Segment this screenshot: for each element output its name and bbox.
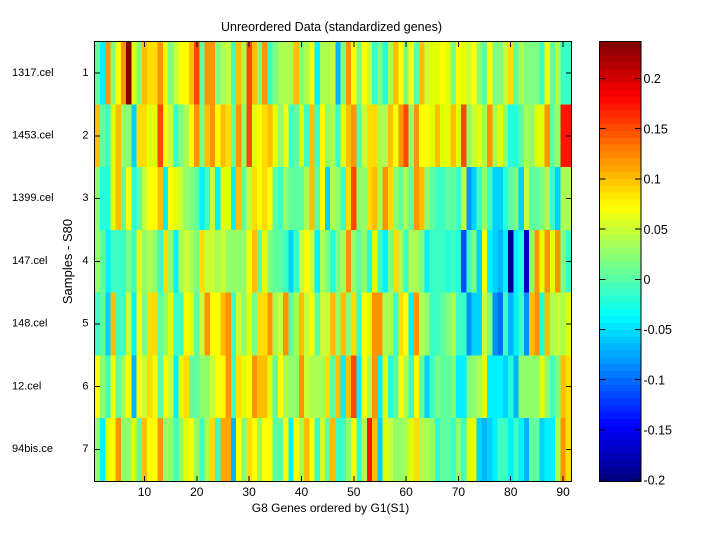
svg-text:0.05: 0.05 xyxy=(644,223,668,237)
svg-text:20: 20 xyxy=(190,485,204,499)
svg-text:0.1: 0.1 xyxy=(644,173,661,187)
svg-text:30: 30 xyxy=(242,485,256,499)
svg-text:0.2: 0.2 xyxy=(644,72,661,86)
svg-text:-0.05: -0.05 xyxy=(644,323,673,337)
svg-text:-0.1: -0.1 xyxy=(644,373,666,387)
svg-text:147.cel: 147.cel xyxy=(12,255,47,267)
svg-text:1453.cel: 1453.cel xyxy=(12,130,54,142)
svg-text:4: 4 xyxy=(82,255,88,267)
svg-text:10: 10 xyxy=(138,485,152,499)
svg-text:70: 70 xyxy=(452,485,466,499)
svg-text:90: 90 xyxy=(556,485,570,499)
svg-text:0: 0 xyxy=(644,273,651,287)
svg-text:Samples - S80: Samples - S80 xyxy=(60,219,75,304)
svg-text:-0.15: -0.15 xyxy=(644,424,673,438)
svg-text:40: 40 xyxy=(295,485,309,499)
svg-text:7: 7 xyxy=(82,443,88,455)
svg-text:94bis.ce: 94bis.ce xyxy=(12,443,53,455)
svg-text:2: 2 xyxy=(82,130,88,142)
svg-text:12.cel: 12.cel xyxy=(12,380,41,392)
svg-text:1317.cel: 1317.cel xyxy=(12,67,54,79)
svg-text:1399.cel: 1399.cel xyxy=(12,192,54,204)
svg-text:6: 6 xyxy=(82,380,88,392)
svg-text:Unreordered Data (standardized: Unreordered Data (standardized genes) xyxy=(221,20,442,34)
svg-text:60: 60 xyxy=(399,485,413,499)
svg-text:-0.2: -0.2 xyxy=(644,474,666,488)
svg-text:5: 5 xyxy=(82,318,88,330)
svg-text:80: 80 xyxy=(504,485,518,499)
svg-text:G8 Genes ordered by G1(S1): G8 Genes ordered by G1(S1) xyxy=(252,501,409,515)
svg-text:148.cel: 148.cel xyxy=(12,318,47,330)
svg-text:1: 1 xyxy=(82,67,88,79)
svg-text:50: 50 xyxy=(347,485,361,499)
svg-text:3: 3 xyxy=(82,192,88,204)
svg-text:0.15: 0.15 xyxy=(644,122,668,136)
